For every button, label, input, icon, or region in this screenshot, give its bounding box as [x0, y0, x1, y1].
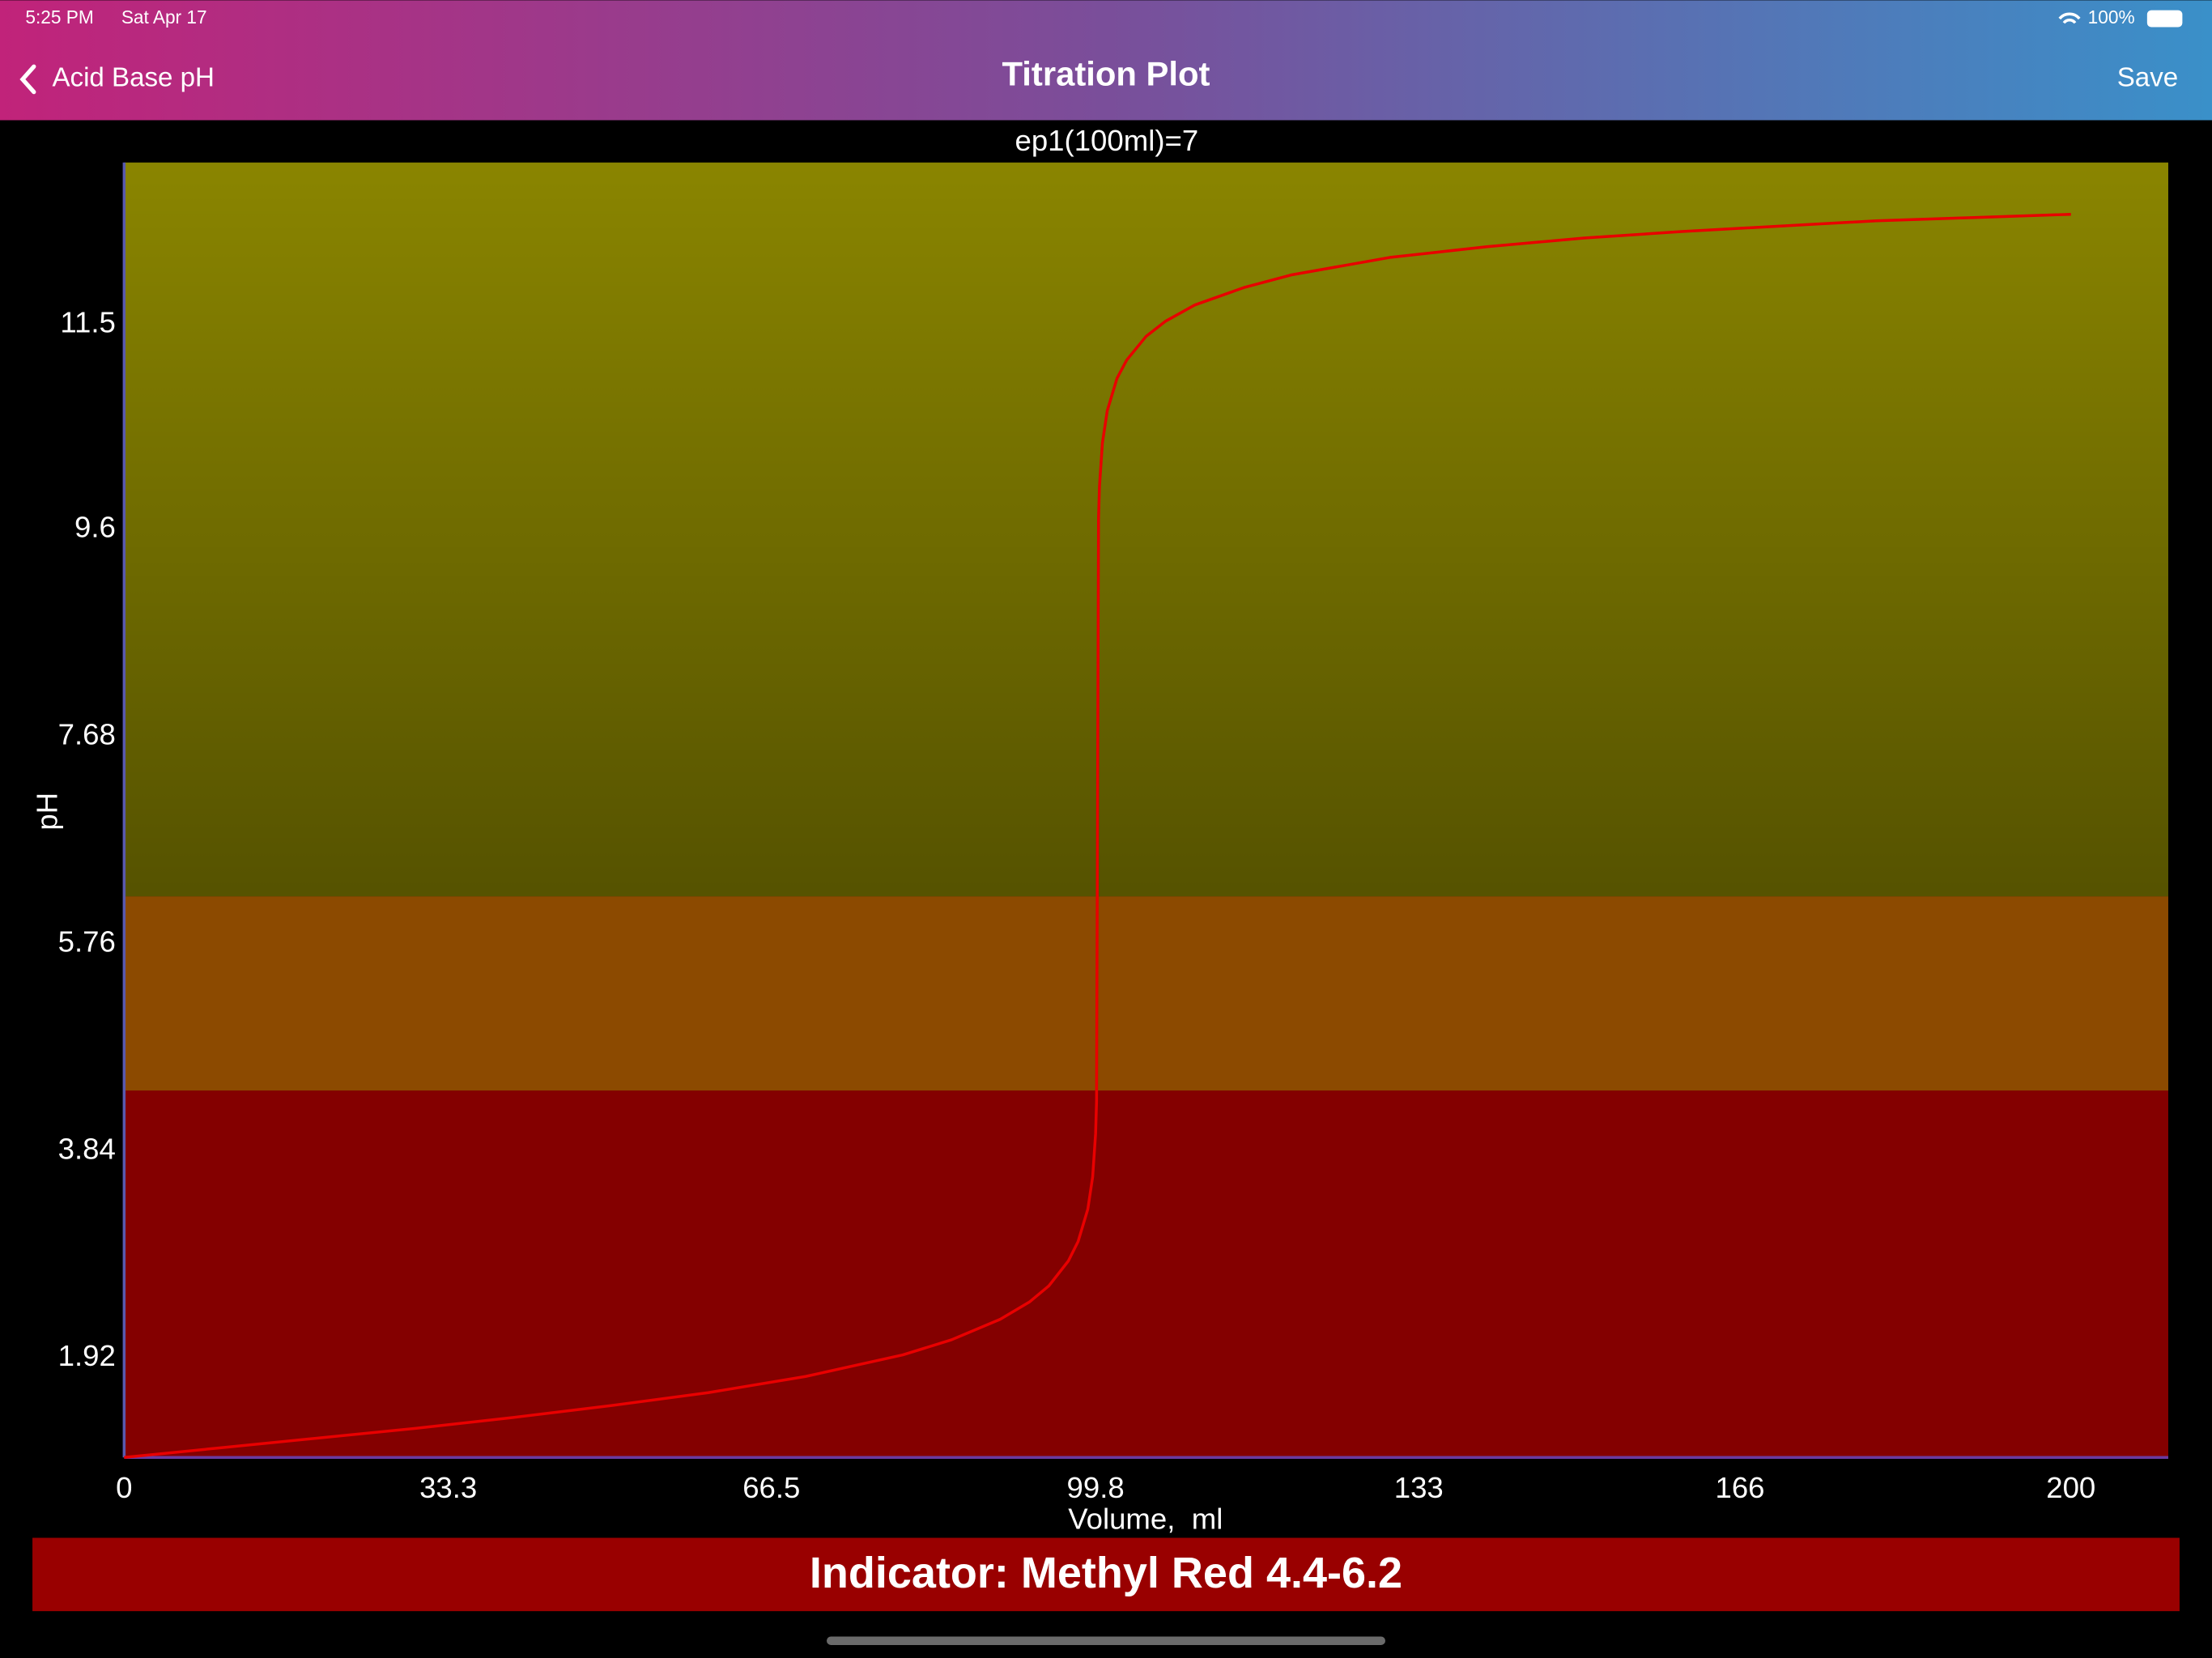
y-tick-label: 9.6	[74, 511, 116, 544]
back-label[interactable]: Acid Base pH	[52, 63, 215, 93]
y-tick-label: 11.5	[60, 305, 115, 338]
y-axis-label: pH	[31, 793, 64, 831]
x-axis-label: Volume, ml	[1068, 1502, 1223, 1535]
y-tick-label: 5.76	[58, 925, 116, 958]
home-indicator	[827, 1636, 1385, 1645]
x-tick-label: 166	[1715, 1471, 1764, 1504]
status-date: Sat Apr 17	[121, 6, 207, 28]
x-tick-label: 0	[116, 1471, 132, 1504]
status-time: 5:25 PM	[25, 6, 93, 28]
back-chevron	[19, 64, 36, 95]
nav-title: Titration Plot	[1002, 55, 1210, 93]
band-shading	[124, 162, 2168, 897]
x-tick-label: 33.3	[419, 1471, 477, 1504]
indicator-label: Indicator: Methyl Red 4.4-6.2	[810, 1549, 1402, 1597]
y-tick-label: 3.84	[58, 1132, 116, 1165]
wifi-icon	[2058, 12, 2081, 24]
x-tick-label: 200	[2046, 1471, 2095, 1504]
indicator-band	[124, 896, 2168, 1091]
y-tick-label: 1.92	[58, 1339, 116, 1372]
header-background	[0, 0, 2212, 121]
titration-curve	[124, 212, 2071, 1459]
status-battery: 100%	[2088, 6, 2135, 28]
indicator-band	[124, 1090, 2168, 1458]
indicator-bar	[32, 1537, 2180, 1612]
chart-title: ep1(100ml)=7	[1015, 124, 1199, 157]
back-button[interactable]: Acid Base pH	[19, 63, 215, 95]
x-tick-label: 99.8	[1067, 1471, 1125, 1504]
y-tick-label: 7.68	[58, 717, 116, 750]
chart: 1.92 3.84 5.76 7.68 9.6 11.5 0 33.3 66.5 99.8 133 1…	[31, 124, 2168, 1535]
x-tick-label: 66.5	[742, 1471, 800, 1504]
battery-icon	[2146, 10, 2183, 28]
x-tick-label: 133	[1394, 1471, 1444, 1504]
save-button[interactable]: Save	[2117, 63, 2178, 93]
